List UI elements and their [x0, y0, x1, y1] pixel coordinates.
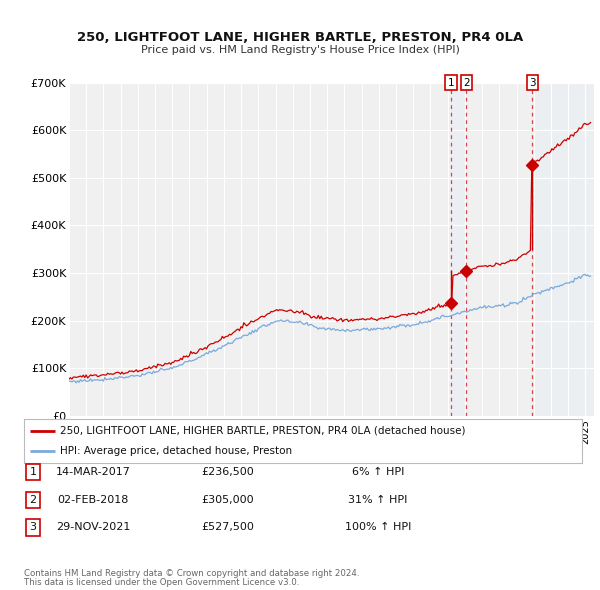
Text: 29-NOV-2021: 29-NOV-2021: [56, 523, 130, 532]
Text: 250, LIGHTFOOT LANE, HIGHER BARTLE, PRESTON, PR4 0LA: 250, LIGHTFOOT LANE, HIGHER BARTLE, PRES…: [77, 31, 523, 44]
Text: 250, LIGHTFOOT LANE, HIGHER BARTLE, PRESTON, PR4 0LA (detached house): 250, LIGHTFOOT LANE, HIGHER BARTLE, PRES…: [60, 426, 466, 436]
Text: £236,500: £236,500: [202, 467, 254, 477]
Text: 14-MAR-2017: 14-MAR-2017: [56, 467, 130, 477]
Text: 3: 3: [29, 523, 37, 532]
Text: £527,500: £527,500: [202, 523, 254, 532]
Text: 2: 2: [463, 78, 470, 87]
Bar: [532, 83, 594, 416]
Text: HPI: Average price, detached house, Preston: HPI: Average price, detached house, Pres…: [60, 446, 292, 456]
Text: This data is licensed under the Open Government Licence v3.0.: This data is licensed under the Open Gov…: [24, 578, 299, 588]
Text: 1: 1: [448, 78, 454, 87]
Text: 3: 3: [529, 78, 536, 87]
Text: 2: 2: [29, 495, 37, 504]
Text: 6% ↑ HPI: 6% ↑ HPI: [352, 467, 404, 477]
Text: 02-FEB-2018: 02-FEB-2018: [58, 495, 128, 504]
Bar: [451, 83, 466, 416]
Text: Contains HM Land Registry data © Crown copyright and database right 2024.: Contains HM Land Registry data © Crown c…: [24, 569, 359, 578]
Text: 100% ↑ HPI: 100% ↑ HPI: [345, 523, 411, 532]
Text: 1: 1: [29, 467, 37, 477]
Text: £305,000: £305,000: [202, 495, 254, 504]
Text: 31% ↑ HPI: 31% ↑ HPI: [349, 495, 407, 504]
Text: Price paid vs. HM Land Registry's House Price Index (HPI): Price paid vs. HM Land Registry's House …: [140, 45, 460, 55]
